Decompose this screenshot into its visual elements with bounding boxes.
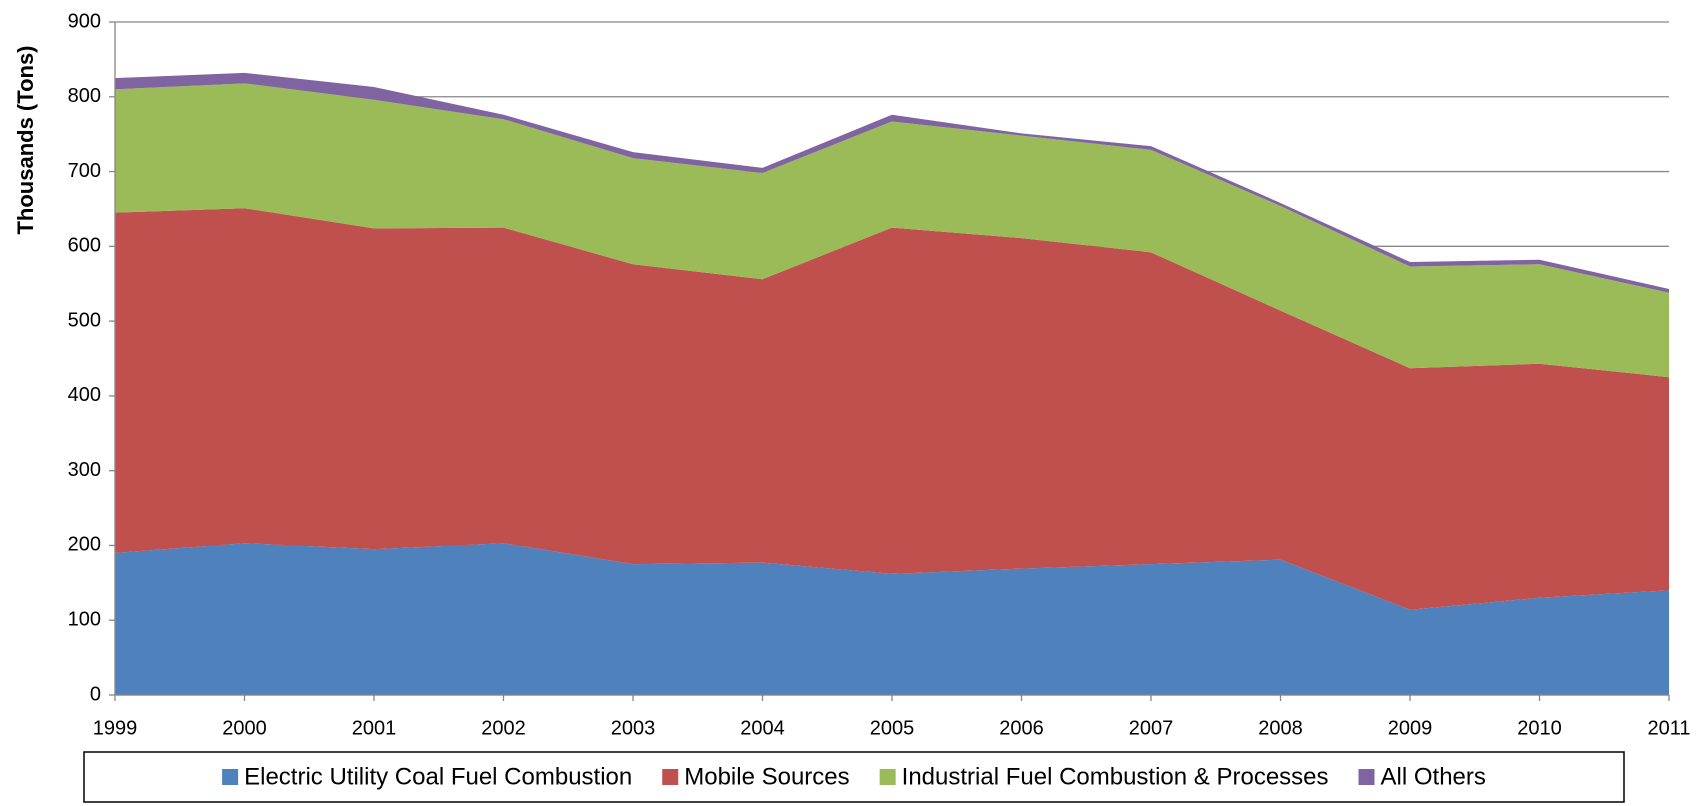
y-tick-label: 200 bbox=[68, 534, 101, 556]
x-tick-label: 2010 bbox=[1517, 717, 1562, 739]
y-tick-label: 100 bbox=[68, 609, 101, 631]
legend-swatch bbox=[662, 769, 679, 785]
y-tick-label: 900 bbox=[68, 10, 101, 32]
area bbox=[115, 83, 1669, 378]
legend-label: Industrial Fuel Combustion & Processes bbox=[902, 763, 1329, 790]
y-tick-label: 0 bbox=[90, 683, 101, 705]
x-tick-label: 2007 bbox=[1129, 717, 1174, 739]
legend-label: Mobile Sources bbox=[684, 763, 849, 790]
legend-label: Electric Utility Coal Fuel Combustion bbox=[244, 763, 632, 790]
area bbox=[115, 72, 1669, 293]
legend-swatch bbox=[879, 769, 896, 785]
x-tick-label: 2002 bbox=[481, 717, 526, 739]
legend-swatch bbox=[222, 769, 239, 785]
legend: Electric Utility Coal Fuel Combustion Mob… bbox=[222, 763, 1486, 790]
x-tick-label: 2005 bbox=[870, 717, 915, 739]
x-tick-label: 2000 bbox=[222, 717, 267, 739]
y-tick-label: 300 bbox=[68, 459, 101, 481]
y-tick-label: 800 bbox=[68, 85, 101, 107]
y-tick-label: 700 bbox=[68, 160, 101, 182]
y-tick-label: 400 bbox=[68, 384, 101, 406]
areas bbox=[115, 72, 1669, 695]
y-axis-title: Thousands (Tons) bbox=[13, 45, 38, 234]
x-tick-label: 2011 bbox=[1647, 717, 1690, 739]
x-tick-label: 2001 bbox=[352, 717, 397, 739]
y-tick-label: 600 bbox=[68, 235, 101, 257]
area bbox=[115, 208, 1669, 610]
axes: 0 100 200 300 400 500 600 700 800 900 1999 2000 2001… bbox=[68, 10, 1691, 739]
legend-label: All Others bbox=[1381, 763, 1486, 790]
area bbox=[115, 543, 1669, 695]
x-tick-label: 2009 bbox=[1388, 717, 1433, 739]
x-tick-label: 2003 bbox=[611, 717, 656, 739]
y-tick-label: 500 bbox=[68, 309, 101, 331]
x-tick-label: 1999 bbox=[93, 717, 138, 739]
x-tick-label: 2006 bbox=[999, 717, 1044, 739]
x-tick-label: 2008 bbox=[1258, 717, 1303, 739]
x-tick-label: 2004 bbox=[740, 717, 785, 739]
legend-swatch bbox=[1358, 769, 1375, 785]
